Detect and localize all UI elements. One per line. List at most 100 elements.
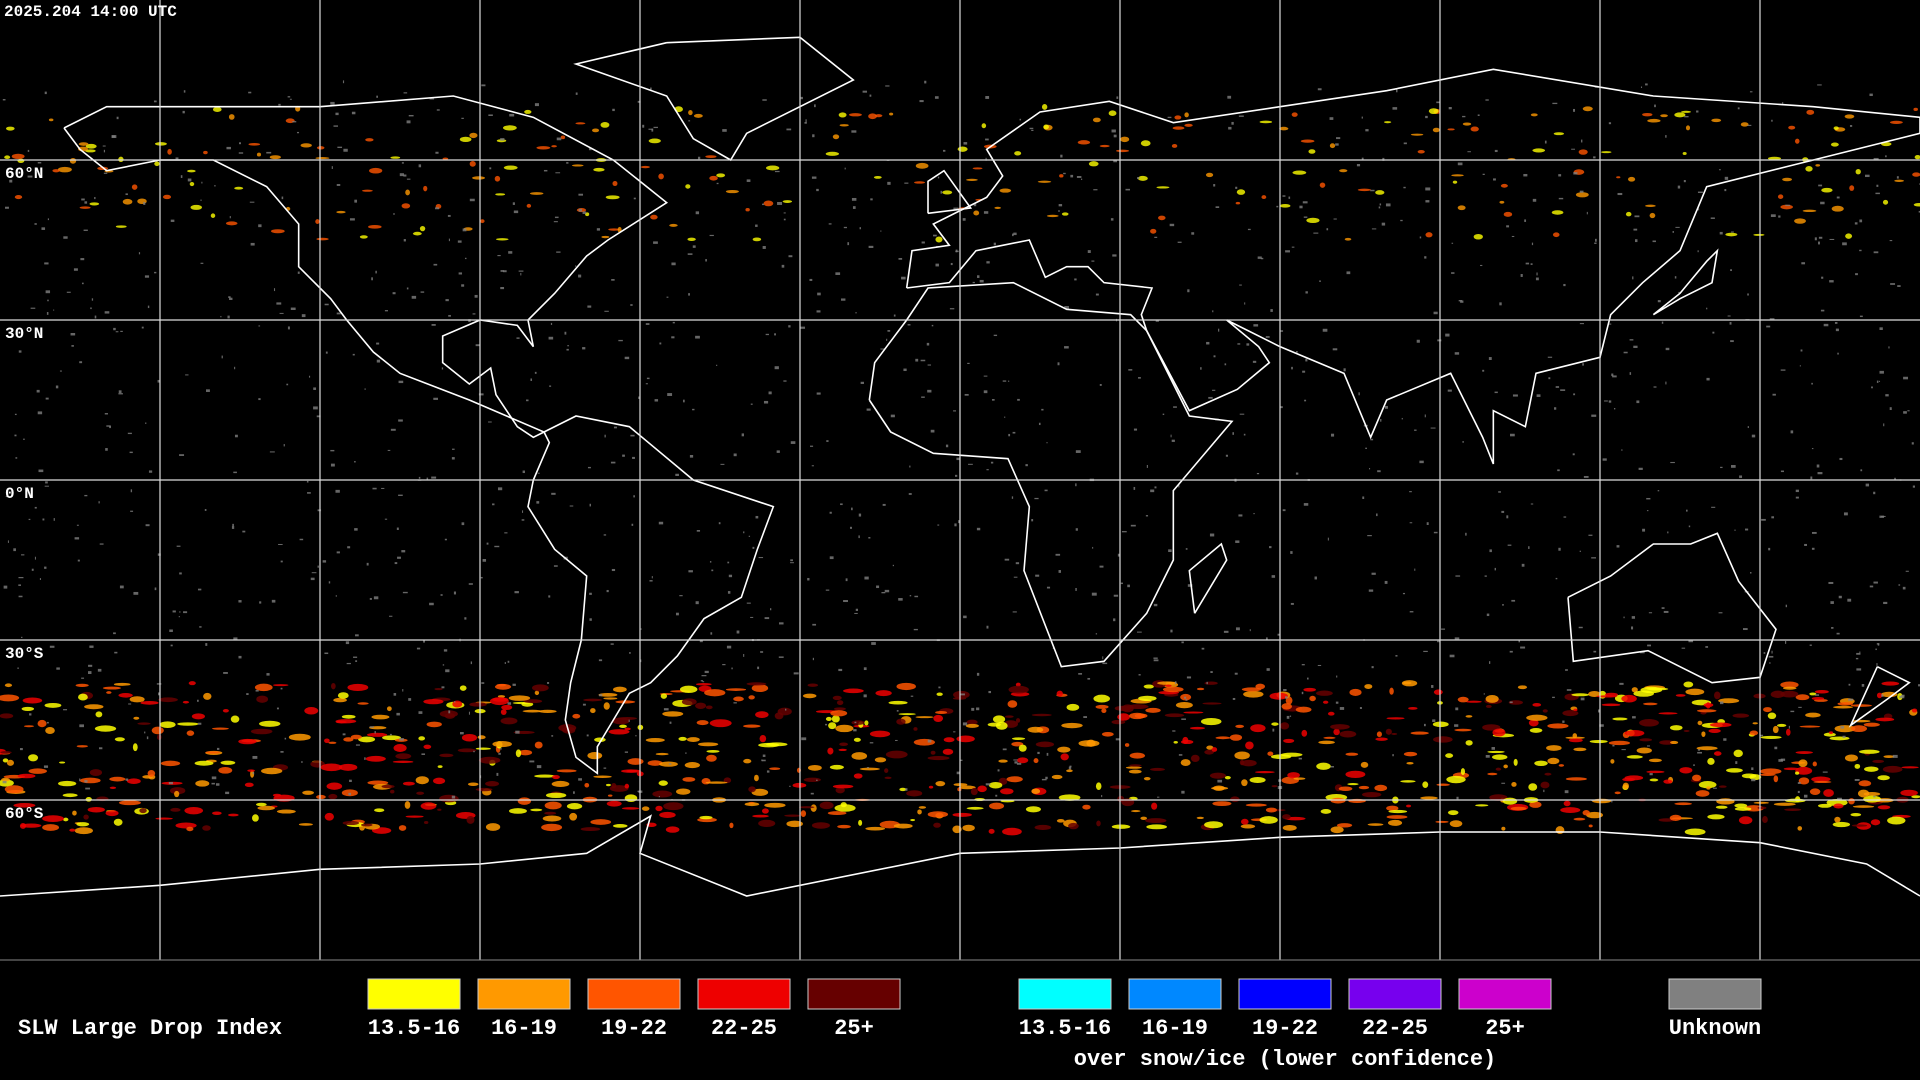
unknown-patch	[287, 326, 290, 330]
unknown-patch	[512, 683, 516, 686]
unknown-patch	[445, 669, 450, 673]
unknown-patch	[229, 216, 231, 219]
slw-patch	[1428, 108, 1439, 115]
slw-patch	[1780, 681, 1799, 689]
slw-patch	[966, 719, 978, 725]
unknown-patch	[1769, 318, 1775, 320]
unknown-patch	[313, 387, 317, 390]
slw-patch	[315, 219, 320, 224]
unknown-patch	[993, 334, 998, 337]
unknown-patch	[374, 731, 376, 734]
slw-patch	[1805, 166, 1813, 172]
slw-patch	[1647, 118, 1661, 123]
unknown-patch	[924, 80, 927, 84]
unknown-patch	[1115, 738, 1121, 741]
unknown-patch	[931, 324, 934, 327]
unknown-patch	[1864, 174, 1870, 178]
unknown-patch	[336, 312, 341, 315]
unknown-patch	[534, 103, 539, 107]
unknown-patch	[1092, 546, 1094, 549]
slw-patch	[706, 754, 717, 762]
slw-patch	[1403, 751, 1418, 757]
slw-patch	[360, 823, 373, 827]
unknown-patch	[553, 565, 558, 567]
slw-patch	[155, 817, 173, 820]
slw-patch	[679, 685, 698, 694]
slw-patch	[1783, 767, 1799, 771]
slw-patch	[382, 735, 401, 741]
slw-patch	[1558, 764, 1565, 767]
unknown-patch	[197, 722, 202, 725]
slw-patch	[1540, 781, 1550, 789]
slw-patch	[1051, 774, 1063, 780]
unknown-patch	[111, 135, 116, 138]
slw-patch	[1795, 766, 1813, 775]
slw-patch	[1269, 692, 1288, 700]
unknown-patch	[1228, 126, 1232, 130]
unknown-patch	[460, 732, 464, 735]
unknown-patch	[1365, 129, 1369, 132]
slw-patch	[89, 769, 103, 776]
unknown-patch	[774, 170, 780, 173]
slw-patch	[1465, 740, 1473, 746]
unknown-patch	[1873, 491, 1876, 495]
unknown-patch	[342, 733, 346, 736]
unknown-patch	[1157, 796, 1160, 798]
unknown-patch	[1797, 790, 1800, 794]
slw-patch	[1156, 186, 1170, 189]
slw-patch	[1845, 233, 1853, 239]
unknown-patch	[868, 537, 871, 539]
slw-patch	[1308, 149, 1316, 154]
unknown-patch	[733, 702, 737, 704]
slw-patch	[1639, 719, 1659, 727]
unknown-patch	[364, 757, 366, 760]
unknown-patch	[956, 457, 961, 461]
unknown-patch	[504, 532, 508, 534]
unknown-patch	[180, 175, 183, 178]
unknown-patch	[325, 351, 328, 354]
slw-patch	[1316, 690, 1333, 696]
unknown-patch	[1608, 323, 1612, 325]
unknown-patch	[1305, 358, 1308, 362]
slw-patch	[1303, 687, 1316, 692]
slw-patch	[534, 741, 543, 749]
unknown-patch	[1608, 122, 1612, 125]
unknown-patch	[1185, 548, 1188, 550]
slw-patch	[1475, 804, 1489, 807]
slw-patch	[2, 758, 9, 763]
slw-patch	[1002, 827, 1022, 836]
slw-patch	[202, 825, 211, 831]
unknown-patch	[1305, 291, 1308, 294]
unknown-patch	[1608, 400, 1612, 403]
unknown-patch	[468, 711, 470, 715]
slw-patch	[1375, 737, 1388, 741]
slw-patch	[1018, 744, 1027, 752]
unknown-patch	[343, 148, 348, 152]
unknown-patch	[1888, 346, 1890, 349]
unknown-patch	[1480, 264, 1483, 267]
slw-patch	[1318, 740, 1335, 745]
unknown-patch	[1034, 497, 1039, 500]
slw-patch	[832, 134, 840, 140]
slw-patch	[1435, 820, 1449, 823]
slw-patch	[1143, 777, 1151, 781]
unknown-patch	[418, 476, 421, 479]
slw-patch	[1172, 126, 1185, 130]
slw-patch	[545, 792, 567, 799]
unknown-patch	[1286, 715, 1290, 719]
unknown-patch	[1454, 724, 1459, 727]
unknown-patch	[507, 702, 512, 705]
unknown-patch	[443, 649, 448, 652]
unknown-patch	[154, 587, 157, 591]
slw-patch	[1425, 232, 1433, 238]
slw-patch	[1795, 771, 1800, 775]
unknown-patch	[1419, 236, 1422, 239]
slw-patch	[1204, 681, 1218, 685]
unknown-patch	[278, 103, 281, 106]
unknown-patch	[840, 503, 843, 506]
slw-patch	[530, 808, 543, 812]
unknown-patch	[748, 535, 751, 537]
slw-patch	[942, 748, 954, 755]
slw-patch	[1604, 692, 1618, 697]
slw-patch	[1265, 807, 1278, 813]
